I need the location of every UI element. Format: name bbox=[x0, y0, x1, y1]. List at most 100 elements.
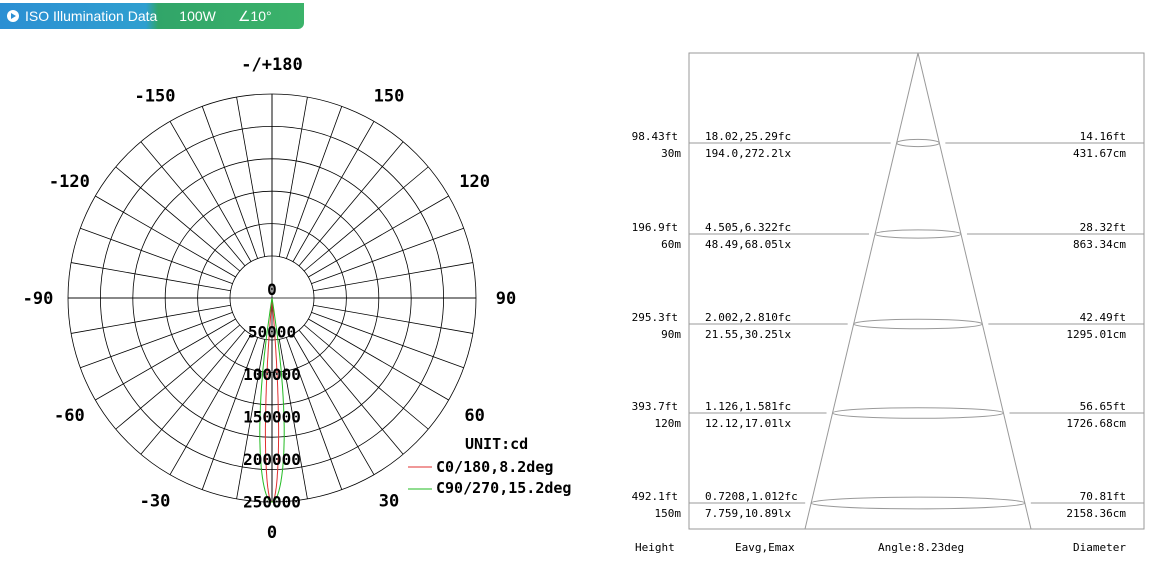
height-ft: 98.43ft bbox=[632, 130, 678, 143]
beam-ellipse bbox=[853, 318, 983, 330]
beam-ellipse bbox=[810, 496, 1026, 510]
polar-spoke bbox=[298, 141, 404, 267]
polar-spoke bbox=[71, 304, 231, 334]
angle-label: -90 bbox=[23, 289, 54, 309]
polar-spoke bbox=[308, 318, 449, 401]
height-ft: 393.7ft bbox=[632, 400, 678, 413]
eavg-lx: 21.55,30.25lx bbox=[705, 328, 791, 341]
radial-label: 0 bbox=[267, 280, 277, 299]
angle-label: -120 bbox=[49, 172, 90, 192]
polar-grid bbox=[67, 93, 477, 503]
header-beam-angle: ∠10° bbox=[237, 7, 272, 24]
polar-spoke bbox=[201, 106, 259, 259]
angle-label: 150 bbox=[374, 86, 405, 106]
polar-spoke bbox=[95, 318, 236, 401]
diameter-cm: 863.34cm bbox=[1073, 238, 1126, 251]
polar-spoke bbox=[95, 195, 236, 278]
angle-label: 90 bbox=[496, 289, 516, 309]
diameter-ft: 14.16ft bbox=[1080, 130, 1126, 143]
polar-spoke bbox=[80, 311, 233, 369]
eavg-lx: 194.0,272.2lx bbox=[705, 147, 791, 160]
eavg-lx: 7.759,10.89lx bbox=[705, 507, 791, 520]
polar-spoke bbox=[313, 304, 473, 334]
polar-spoke bbox=[292, 121, 375, 262]
diameter-cm: 431.67cm bbox=[1073, 147, 1126, 160]
beam-ellipse bbox=[874, 229, 962, 239]
polar-spoke bbox=[298, 329, 404, 455]
polar-spoke bbox=[140, 141, 246, 267]
radial-label: 150000 bbox=[243, 408, 301, 427]
polar-spoke bbox=[169, 121, 252, 262]
polar-spoke bbox=[292, 334, 375, 475]
legend-c0: C0/180,8.2deg bbox=[436, 458, 553, 476]
polar-spoke bbox=[236, 339, 266, 499]
illuminance-cone-chart: 98.43ft 30m 18.02,25.29fc 194.0,272.2lx 14.1… bbox=[632, 52, 1145, 554]
radial-label: 100000 bbox=[243, 365, 301, 384]
polar-spoke bbox=[311, 227, 464, 285]
header-badge: ISO Illumination Data 100W ∠10° bbox=[0, 3, 304, 29]
cone-frame bbox=[688, 52, 1145, 530]
eavg-fc: 1.126,1.581fc bbox=[705, 400, 791, 413]
polar-spoke bbox=[285, 106, 343, 259]
angle-label: 120 bbox=[459, 172, 490, 192]
diameter-ft: 28.32ft bbox=[1080, 221, 1126, 234]
col-height: Height bbox=[635, 541, 675, 554]
beam-ellipse bbox=[896, 138, 940, 148]
col-angle: Angle:8.23deg bbox=[878, 541, 964, 554]
polar-spoke bbox=[311, 311, 464, 369]
eavg-lx: 48.49,68.05lx bbox=[705, 238, 791, 251]
polar-spoke bbox=[285, 337, 343, 490]
eavg-fc: 0.7208,1.012fc bbox=[705, 490, 798, 503]
eavg-lx: 12.12,17.01lx bbox=[705, 417, 791, 430]
polar-spoke bbox=[115, 324, 241, 430]
height-m: 60m bbox=[661, 238, 681, 251]
diameter-ft: 70.81ft bbox=[1080, 490, 1126, 503]
angle-label: -/+180 bbox=[241, 55, 302, 75]
polar-radial-labels: 0 50000 100000 150000 200000 250000 bbox=[243, 280, 301, 512]
angle-label: 30 bbox=[379, 492, 399, 512]
cone-left-edge bbox=[804, 52, 919, 530]
angle-label: -150 bbox=[135, 86, 176, 106]
height-m: 90m bbox=[661, 328, 681, 341]
angle-label: 60 bbox=[464, 406, 484, 426]
unit-label: UNIT:cd bbox=[465, 435, 528, 453]
polar-spoke bbox=[140, 329, 246, 455]
angle-label: 0 bbox=[267, 523, 277, 543]
diameter-ft: 56.65ft bbox=[1080, 400, 1126, 413]
header-title: ISO Illumination Data bbox=[25, 8, 158, 24]
polar-angle-labels: -/+180 -150 150 -120 120 -90 90 -60 60 -30 30 0 bbox=[23, 55, 517, 543]
diameter-ft: 42.49ft bbox=[1080, 311, 1126, 324]
eavg-fc: 4.505,6.322fc bbox=[705, 221, 791, 234]
header-power: 100W bbox=[179, 8, 216, 24]
height-m: 30m bbox=[661, 147, 681, 160]
angle-label: -60 bbox=[54, 406, 85, 426]
diameter-cm: 1726.68cm bbox=[1066, 417, 1126, 430]
polar-spoke bbox=[115, 166, 241, 272]
col-eavg: Eavg,Emax bbox=[735, 541, 795, 554]
angle-label: -30 bbox=[140, 492, 171, 512]
polar-spoke bbox=[201, 337, 259, 490]
eavg-fc: 18.02,25.29fc bbox=[705, 130, 791, 143]
beam-ellipse bbox=[832, 407, 1004, 419]
height-ft: 295.3ft bbox=[632, 311, 678, 324]
polar-spoke bbox=[80, 227, 233, 285]
polar-curves bbox=[259, 297, 285, 503]
height-ft: 492.1ft bbox=[632, 490, 678, 503]
legend-c90: C90/270,15.2deg bbox=[436, 479, 571, 497]
polar-spoke bbox=[303, 166, 429, 272]
polar-spoke bbox=[278, 97, 308, 257]
cone-right-edge bbox=[917, 52, 1032, 530]
height-ft: 196.9ft bbox=[632, 221, 678, 234]
polar-spoke bbox=[313, 262, 473, 292]
diameter-cm: 2158.36cm bbox=[1066, 507, 1126, 520]
radial-label: 50000 bbox=[248, 323, 296, 342]
col-diameter: Diameter bbox=[1073, 541, 1126, 554]
beam-curve-1 bbox=[259, 297, 285, 503]
polar-chart: -/+180 -150 150 -120 120 -90 90 -60 60 -30 30 0 0 50… bbox=[23, 55, 572, 543]
polar-spoke bbox=[303, 324, 429, 430]
polar-spoke bbox=[308, 195, 449, 278]
polar-spoke bbox=[236, 97, 266, 257]
radial-label: 250000 bbox=[243, 493, 301, 512]
height-m: 150m bbox=[655, 507, 682, 520]
height-m: 120m bbox=[655, 417, 682, 430]
